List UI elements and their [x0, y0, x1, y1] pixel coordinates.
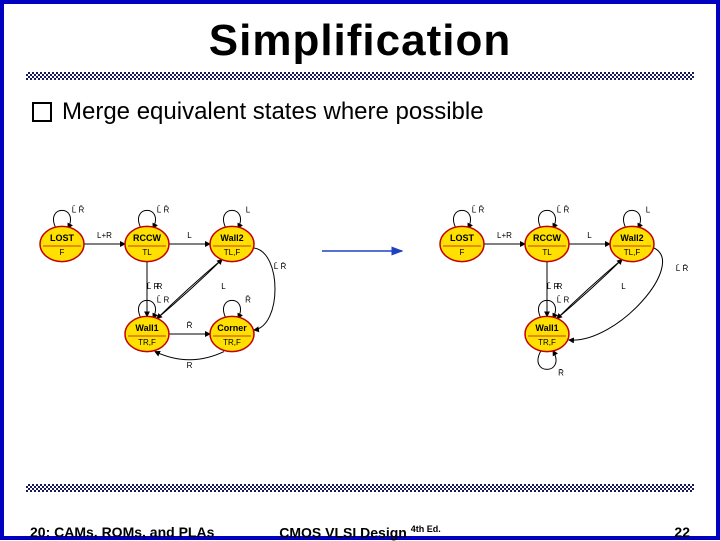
svg-text:L̄ R: L̄ R — [557, 295, 570, 304]
svg-text:TR,F: TR,F — [138, 338, 156, 347]
svg-text:L: L — [587, 231, 592, 240]
svg-text:Wall2: Wall2 — [220, 233, 243, 243]
svg-text:L: L — [221, 282, 226, 291]
svg-text:TL,F: TL,F — [224, 248, 241, 257]
svg-text:Wall1: Wall1 — [535, 323, 558, 333]
svg-text:L̄ R̄: L̄ R̄ — [676, 264, 689, 273]
bullet-row: Merge equivalent states where possible — [32, 98, 716, 126]
svg-text:L̄ R̄: L̄ R̄ — [472, 205, 485, 214]
svg-text:R: R — [187, 361, 193, 370]
footer-separator — [26, 484, 694, 492]
svg-text:L: L — [621, 282, 626, 291]
slide: Simplification Merge equivalent states w… — [0, 0, 720, 540]
svg-text:R̄: R̄ — [187, 321, 193, 330]
svg-text:LOST: LOST — [450, 233, 475, 243]
svg-text:TR,F: TR,F — [538, 338, 556, 347]
svg-text:LOST: LOST — [50, 233, 75, 243]
svg-text:L: L — [646, 205, 651, 214]
svg-text:L̄ R: L̄ R — [157, 295, 170, 304]
svg-text:L+R: L+R — [97, 231, 112, 240]
footer-center-sup: 4th Ed. — [411, 524, 441, 534]
svg-text:TL: TL — [542, 248, 552, 257]
svg-text:Wall2: Wall2 — [620, 233, 643, 243]
svg-text:R̄: R̄ — [245, 295, 251, 304]
svg-text:F: F — [60, 248, 65, 257]
svg-text:TR,F: TR,F — [223, 338, 241, 347]
svg-text:R: R — [557, 282, 563, 291]
svg-text:Corner: Corner — [217, 323, 247, 333]
title-separator — [26, 72, 694, 80]
svg-text:L: L — [246, 205, 251, 214]
footer-page: 22 — [674, 524, 690, 540]
svg-text:L̄ R̄: L̄ R̄ — [157, 205, 170, 214]
bullet-text: Merge equivalent states where possible — [62, 98, 484, 126]
diagram-area: L+R L L̄ R R L̄ R̄ R̄ R L L̄ R̄ L̄ R̄ L L̄ R R̄ LOST F… — [22, 179, 706, 409]
svg-text:Wall1: Wall1 — [135, 323, 158, 333]
svg-text:RCCW: RCCW — [133, 233, 161, 243]
state-diagrams: L+R L L̄ R R L̄ R̄ R̄ R L L̄ R̄ L̄ R̄ L L̄ R R̄ LOST F… — [22, 179, 706, 409]
svg-text:TL: TL — [142, 248, 152, 257]
svg-text:L̄ R̄: L̄ R̄ — [274, 262, 287, 271]
svg-text:L̄ R̄: L̄ R̄ — [72, 205, 85, 214]
footer-center: CMOS VLSI Design 4th Ed. — [4, 524, 716, 541]
svg-text:F: F — [460, 248, 465, 257]
svg-text:L̄ R̄: L̄ R̄ — [557, 205, 570, 214]
svg-text:R̄: R̄ — [558, 369, 564, 378]
svg-text:L: L — [187, 231, 192, 240]
svg-text:L+R: L+R — [497, 231, 512, 240]
slide-title: Simplification — [4, 16, 716, 66]
svg-text:RCCW: RCCW — [533, 233, 561, 243]
bullet-icon — [32, 102, 52, 122]
svg-text:R: R — [157, 282, 163, 291]
svg-text:TL,F: TL,F — [624, 248, 641, 257]
footer-center-main: CMOS VLSI Design — [279, 525, 407, 541]
